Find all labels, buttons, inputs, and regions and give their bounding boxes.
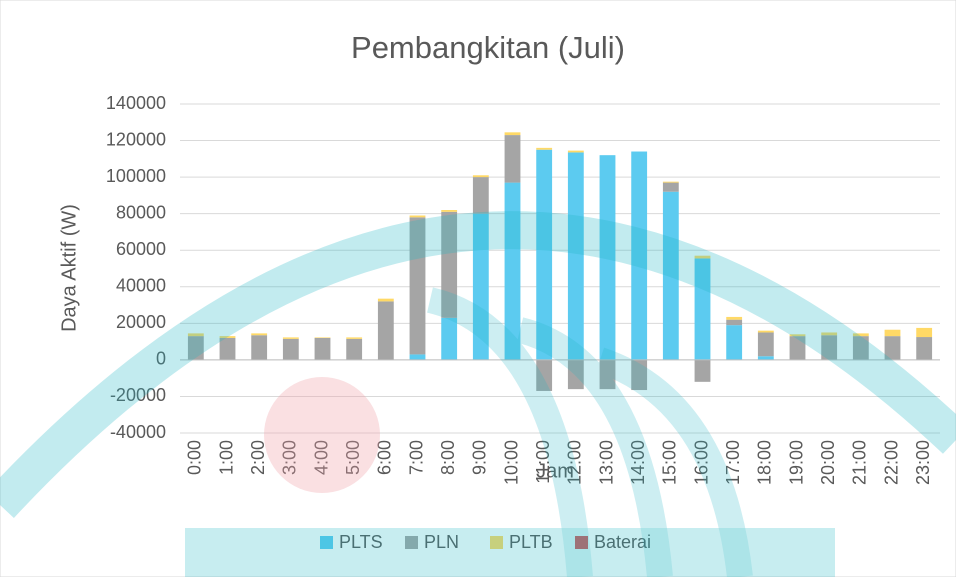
bar-segment [283,339,299,360]
bar-segment [473,177,489,214]
x-tick-label: 19:00 [786,440,806,485]
y-tick-label: 20000 [116,312,166,332]
x-tick-label: 23:00 [913,440,933,485]
bar-segment [251,335,267,360]
x-tick-label: 10:00 [501,440,521,485]
y-tick-label: -40000 [110,422,166,442]
bar-segment [885,330,901,336]
bar-segment [378,301,394,359]
x-tick-label: 21:00 [850,440,870,485]
y-axis-label: Daya Aktif (W) [58,204,80,332]
bar-segment [695,360,711,382]
y-tick-label: 100000 [106,166,166,186]
x-tick-label: 1:00 [216,440,236,475]
bar-segment [758,332,774,356]
x-tick-label: 22:00 [881,440,901,485]
bar-segment [663,183,679,192]
x-tick-label: 18:00 [755,440,775,485]
bar-segment [473,175,489,177]
x-tick-label: 0:00 [185,440,205,475]
bar-segment [726,317,742,320]
bar-segment [726,320,742,325]
chart: Pembangkitan (Juli) Daya Aktif (W) Jam -… [0,0,956,577]
bar-segment [568,151,584,153]
x-tick-label: 20:00 [818,440,838,485]
bar-segment [758,356,774,360]
x-tick-label: 13:00 [596,440,616,485]
bar-segment [283,337,299,338]
bar-segment [536,148,552,150]
y-tick-label: 40000 [116,276,166,296]
y-tick-label: 120000 [106,129,166,149]
bar-segment [315,338,331,360]
bar-segment [916,328,932,337]
bar-segment [220,338,236,360]
y-tick-label: 140000 [106,93,166,113]
bar-segment [505,135,521,183]
bar-segment [663,182,679,183]
bar-segment [315,337,331,338]
bar-segment [441,318,457,360]
chart-title: Pembangkitan (Juli) [351,30,625,65]
x-tick-label: 9:00 [470,440,490,475]
bar-segment [441,210,457,212]
bar-segment [916,337,932,360]
bar-segment [505,132,521,135]
bar-segment [410,354,426,359]
bar-segment [726,325,742,360]
y-tick-label: 60000 [116,239,166,259]
x-tick-label: 8:00 [438,440,458,475]
bar-segment [758,331,774,333]
bar-segment [378,299,394,302]
x-tick-label: 15:00 [660,440,680,485]
bar-segment [410,215,426,217]
bar-segment [251,333,267,335]
bar-segment [346,337,362,338]
bar-segment [346,339,362,360]
x-tick-label: 7:00 [406,440,426,475]
bar-segment [568,152,584,359]
y-tick-label: 80000 [116,202,166,222]
